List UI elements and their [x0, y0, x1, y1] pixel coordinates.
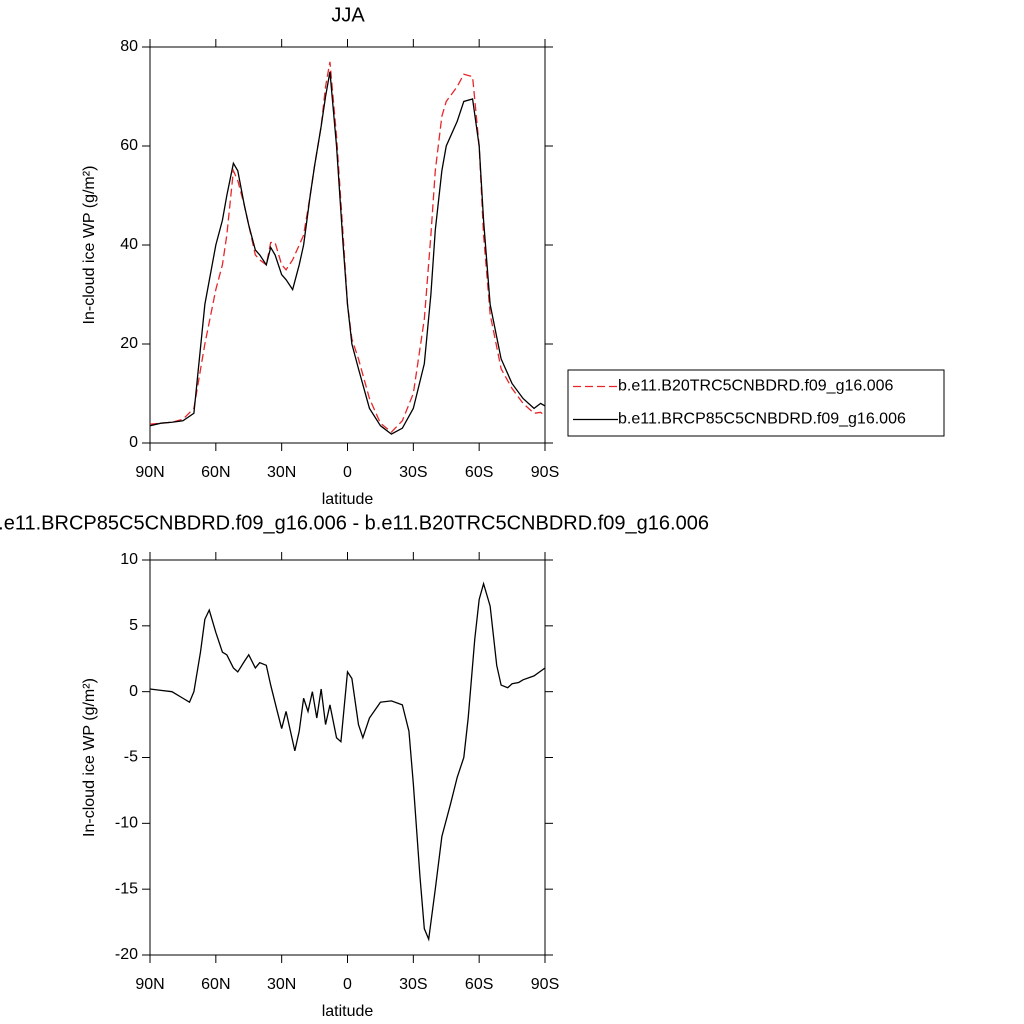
- chart-title: JJA: [331, 4, 365, 26]
- x-axis-label: latitude: [322, 1003, 374, 1020]
- y-tick-label: 0: [129, 434, 138, 451]
- x-tick-label: 30N: [267, 464, 296, 481]
- data-line: [149, 71, 546, 435]
- x-tick-label: 60N: [201, 464, 230, 481]
- y-tick-label: -10: [115, 815, 138, 832]
- x-tick-label: 90N: [135, 976, 164, 993]
- x-tick-label: 60N: [201, 976, 230, 993]
- data-line: [149, 61, 546, 433]
- x-tick-label: 90S: [531, 464, 559, 481]
- x-tick-label: 0: [343, 464, 352, 481]
- y-tick-label: 5: [129, 617, 138, 634]
- y-tick-label: -5: [124, 749, 138, 766]
- x-tick-label: 0: [343, 976, 352, 993]
- x-tick-label: 30N: [267, 976, 296, 993]
- data-line: [149, 581, 546, 942]
- y-tick-label: -15: [115, 880, 138, 897]
- x-tick-label: 90N: [135, 464, 164, 481]
- x-tick-label: 30S: [399, 464, 427, 481]
- chart-title: b.e11.BRCP85C5CNBDRD.f09_g16.006 - b.e11…: [0, 512, 709, 534]
- x-tick-label: 60S: [465, 976, 493, 993]
- legend-box: [567, 369, 945, 437]
- y-axis-label: In-cloud ice WP (g/m²): [81, 166, 98, 325]
- y-tick-label: 40: [120, 236, 138, 253]
- y-tick-label: 0: [129, 683, 138, 700]
- x-axis-label: latitude: [322, 491, 374, 508]
- y-tick-label: 60: [120, 137, 138, 154]
- x-tick-label: 90S: [531, 976, 559, 993]
- y-tick-label: 80: [120, 38, 138, 55]
- y-tick-label: 10: [120, 551, 138, 568]
- y-axis-label: In-cloud ice WP (g/m²): [81, 678, 98, 837]
- y-tick-label: -20: [115, 946, 138, 963]
- legend-label: b.e11.BRCP85C5CNBDRD.f09_g16.006: [618, 411, 906, 428]
- x-tick-label: 60S: [465, 464, 493, 481]
- y-tick-label: 20: [120, 335, 138, 352]
- plot-frame: [149, 559, 546, 956]
- x-tick-label: 30S: [399, 976, 427, 993]
- legend-label: b.e11.B20TRC5CNBDRD.f09_g16.006: [618, 378, 894, 395]
